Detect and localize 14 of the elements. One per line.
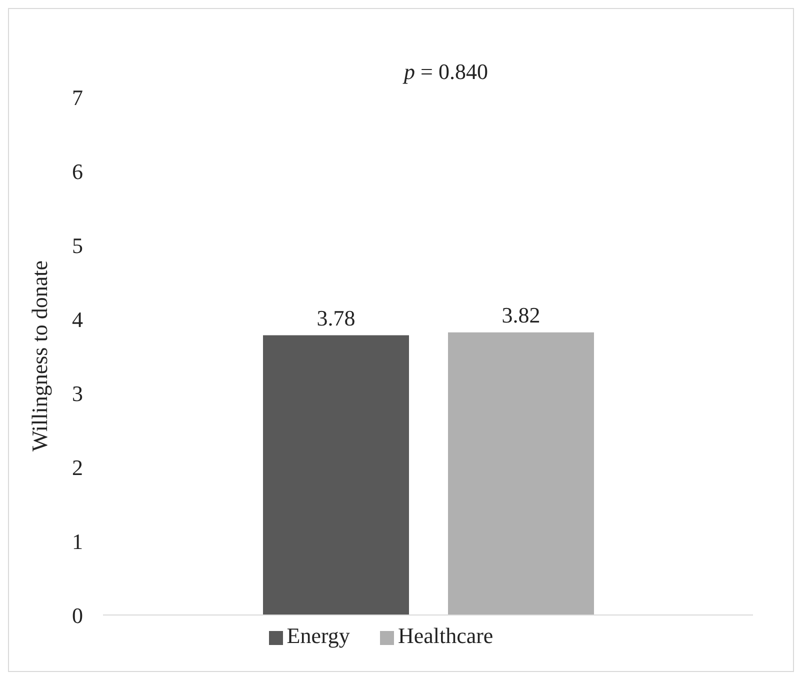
y-tick-label: 6 <box>72 158 83 184</box>
y-tick-label: 3 <box>72 380 83 406</box>
y-tick-label: 5 <box>72 232 83 258</box>
y-tick-label: 1 <box>72 528 83 554</box>
y-tick-label: 0 <box>72 602 83 628</box>
text: p = 0.840 <box>402 59 489 85</box>
y-tick-label: 7 <box>72 84 83 110</box>
y-tick-label: 2 <box>72 454 83 480</box>
y-axis-title: Willingness to donate <box>26 260 52 452</box>
data-label: 3.78 <box>316 305 356 330</box>
legend-label: Energy <box>286 623 350 648</box>
y-tick-label: 4 <box>72 306 83 332</box>
legend-label: Healthcare <box>398 623 494 648</box>
data-label: 3.82 <box>502 302 540 328</box>
